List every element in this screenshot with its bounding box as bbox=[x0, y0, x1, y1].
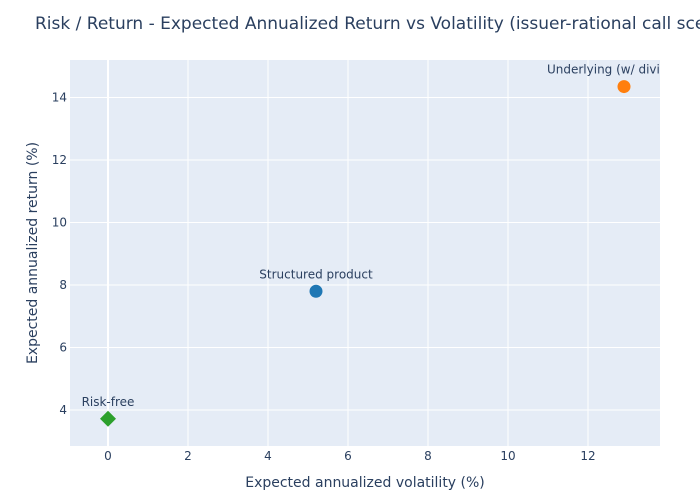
data-point-labels: Underlying (w/ dividends) Structured prod… bbox=[82, 63, 700, 409]
data-points bbox=[100, 80, 631, 427]
x-axis-label: Expected annualized volatility (%) bbox=[245, 475, 485, 491]
point-marker-circle bbox=[617, 80, 631, 94]
x-tick-label: 8 bbox=[424, 449, 432, 463]
point-label: Underlying (w/ dividends) bbox=[547, 63, 700, 77]
y-axis-label: Expected annualized return (%) bbox=[25, 142, 41, 364]
point-label: Structured product bbox=[259, 267, 373, 281]
x-tick-label: 2 bbox=[184, 449, 192, 463]
y-tick-label: 8 bbox=[59, 278, 67, 292]
point-marker-diamond bbox=[100, 410, 116, 427]
y-tick-label: 4 bbox=[59, 403, 67, 417]
y-tick-label: 6 bbox=[59, 341, 67, 355]
x-tick-label: 0 bbox=[104, 449, 112, 463]
y-tick-label: 14 bbox=[52, 91, 67, 105]
point-label: Risk-free bbox=[82, 395, 135, 409]
plot-area bbox=[70, 60, 660, 446]
grid-lines bbox=[70, 60, 660, 446]
y-axis-ticks: 4 6 8 10 12 14 bbox=[52, 91, 67, 418]
chart-title: Risk / Return - Expected Annualized Retu… bbox=[35, 14, 700, 34]
x-tick-label: 6 bbox=[344, 449, 352, 463]
x-tick-label: 4 bbox=[264, 449, 272, 463]
y-tick-label: 12 bbox=[52, 153, 67, 167]
point-marker-circle bbox=[309, 284, 323, 298]
x-axis-ticks: 0 2 4 6 8 10 12 bbox=[104, 449, 595, 463]
x-tick-label: 12 bbox=[580, 449, 595, 463]
x-tick-label: 10 bbox=[500, 449, 515, 463]
y-tick-label: 10 bbox=[52, 216, 67, 230]
